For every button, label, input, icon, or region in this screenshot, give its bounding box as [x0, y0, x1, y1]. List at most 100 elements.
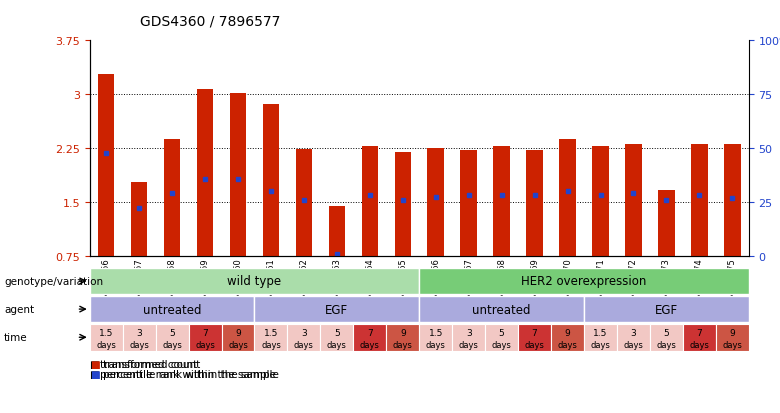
Text: genotype/variation: genotype/variation	[4, 276, 103, 286]
Bar	[131, 182, 147, 256]
Text: days: days	[195, 340, 215, 349]
Bar	[559, 139, 576, 256]
Bar	[189, 324, 222, 351]
Text: days: days	[393, 340, 413, 349]
Text: days: days	[722, 340, 743, 349]
Text: days: days	[162, 340, 182, 349]
Bar	[518, 324, 551, 351]
Bar	[551, 324, 584, 351]
Text: days: days	[590, 340, 611, 349]
Bar	[254, 297, 420, 322]
Text: ■: ■	[90, 359, 100, 369]
Text: 3: 3	[136, 328, 142, 337]
Bar	[263, 104, 279, 256]
Text: days: days	[228, 340, 248, 349]
Text: 9: 9	[729, 328, 736, 337]
Text: 7: 7	[367, 328, 373, 337]
Bar	[296, 150, 312, 256]
Text: days: days	[459, 340, 479, 349]
Text: HER2 overexpression: HER2 overexpression	[521, 275, 647, 288]
Text: EGF: EGF	[325, 303, 349, 316]
Text: 5: 5	[169, 328, 175, 337]
Text: days: days	[426, 340, 445, 349]
Bar	[254, 324, 287, 351]
Bar	[164, 139, 180, 256]
Bar	[287, 324, 321, 351]
Text: days: days	[360, 340, 380, 349]
Text: wild type: wild type	[228, 275, 282, 288]
Text: days: days	[327, 340, 347, 349]
Text: transformed count: transformed count	[100, 359, 197, 369]
Text: untreated: untreated	[473, 303, 531, 316]
Text: 9: 9	[565, 328, 570, 337]
Bar	[197, 90, 213, 256]
Bar	[683, 324, 716, 351]
Bar	[427, 149, 444, 256]
Text: GDS4360 / 7896577: GDS4360 / 7896577	[140, 14, 281, 28]
Bar	[691, 145, 707, 256]
Text: 3: 3	[630, 328, 636, 337]
Bar	[617, 324, 650, 351]
Bar	[460, 151, 477, 256]
Text: 9: 9	[235, 328, 241, 337]
Bar	[90, 297, 254, 322]
Bar	[222, 324, 254, 351]
Bar	[90, 268, 420, 294]
Bar	[230, 94, 246, 256]
Bar	[724, 145, 740, 256]
Bar	[452, 324, 485, 351]
Text: 7: 7	[697, 328, 702, 337]
Bar	[716, 324, 749, 351]
Text: 7: 7	[532, 328, 537, 337]
Bar	[362, 147, 378, 256]
Bar	[321, 324, 353, 351]
Text: days: days	[690, 340, 709, 349]
Text: 3: 3	[301, 328, 307, 337]
Text: 5: 5	[664, 328, 669, 337]
Text: days: days	[261, 340, 281, 349]
Bar	[485, 324, 518, 351]
Text: 5: 5	[334, 328, 340, 337]
Text: 3: 3	[466, 328, 472, 337]
Bar	[122, 324, 156, 351]
Text: EGF: EGF	[655, 303, 678, 316]
Text: days: days	[129, 340, 149, 349]
Text: days: days	[623, 340, 644, 349]
Bar	[328, 206, 345, 256]
Bar	[90, 324, 122, 351]
Bar	[584, 297, 749, 322]
Text: 5: 5	[498, 328, 505, 337]
Text: agent: agent	[4, 304, 34, 314]
Bar	[420, 297, 584, 322]
Bar	[420, 268, 749, 294]
Bar	[386, 324, 420, 351]
Text: 1.5: 1.5	[99, 328, 113, 337]
Text: 1.5: 1.5	[594, 328, 608, 337]
Text: days: days	[294, 340, 314, 349]
Text: 1.5: 1.5	[264, 328, 278, 337]
Text: 1.5: 1.5	[428, 328, 443, 337]
Text: ■ percentile rank within the sample: ■ percentile rank within the sample	[90, 369, 278, 379]
Text: untreated: untreated	[143, 303, 201, 316]
Bar	[420, 324, 452, 351]
Text: 7: 7	[202, 328, 208, 337]
Text: days: days	[558, 340, 577, 349]
Text: time: time	[4, 332, 27, 342]
Bar	[626, 145, 642, 256]
Text: days: days	[491, 340, 512, 349]
Bar	[650, 324, 683, 351]
Text: ■: ■	[90, 369, 100, 379]
Bar	[98, 75, 115, 256]
Bar	[584, 324, 617, 351]
Bar	[395, 152, 411, 256]
Text: percentile rank within the sample: percentile rank within the sample	[100, 369, 275, 379]
Bar	[494, 147, 510, 256]
Bar	[156, 324, 189, 351]
Bar	[658, 190, 675, 256]
Text: days: days	[525, 340, 544, 349]
Text: days: days	[657, 340, 676, 349]
Text: days: days	[96, 340, 116, 349]
Bar	[526, 151, 543, 256]
Bar	[353, 324, 386, 351]
Text: ■ transformed count: ■ transformed count	[90, 359, 200, 369]
